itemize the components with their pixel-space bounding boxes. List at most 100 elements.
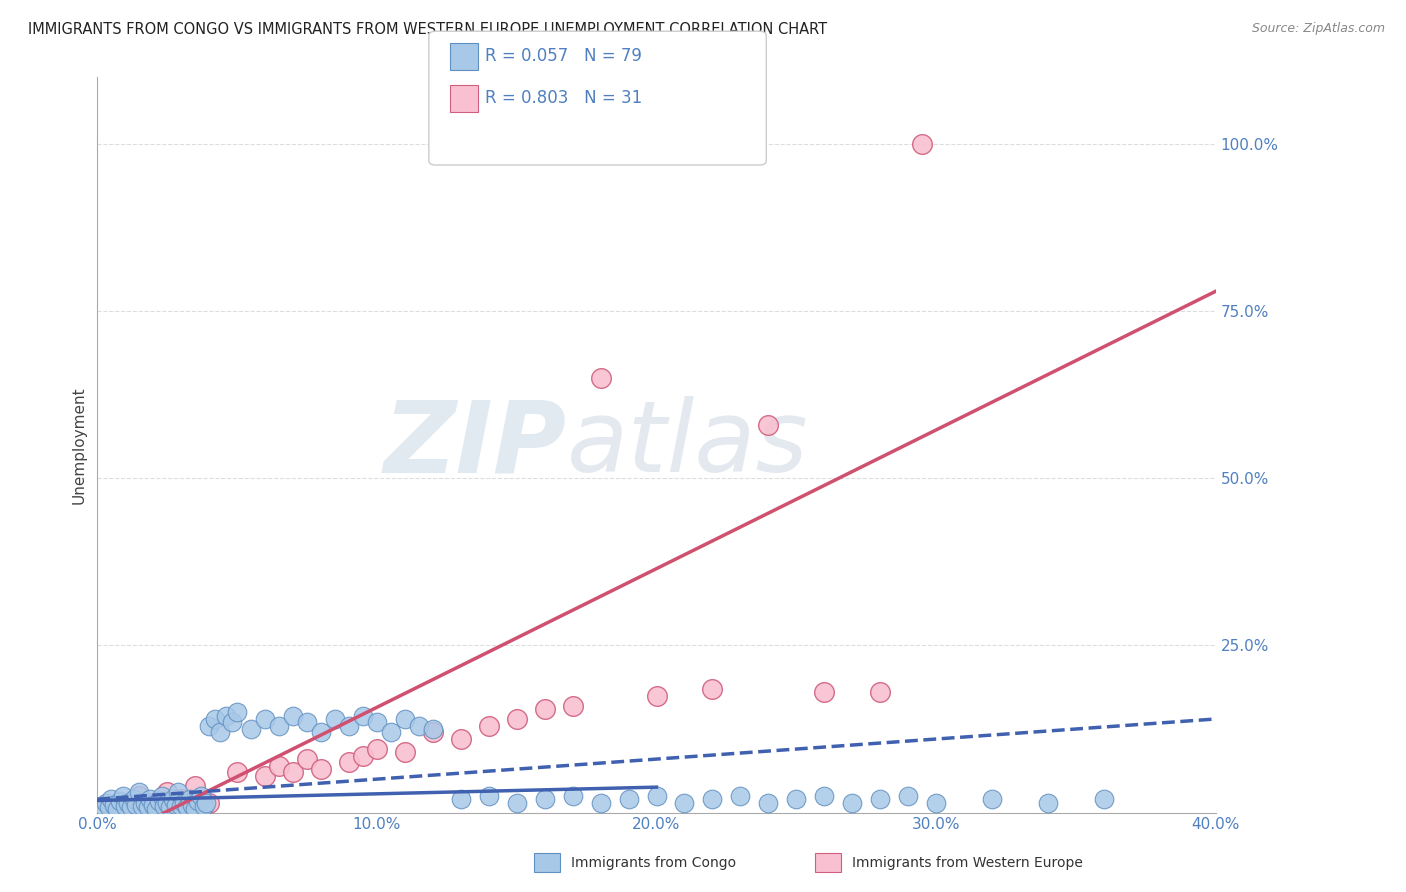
Point (254, 712, 277, 726)
Point (148, 793, 170, 807)
Text: Source: ZipAtlas.com: Source: ZipAtlas.com (1251, 22, 1385, 36)
Point (134, 796, 156, 810)
Point (450, 792, 472, 806)
Point (198, 719, 221, 733)
Point (195, 796, 218, 810)
Point (309, 725, 332, 739)
Y-axis label: Unemployment: Unemployment (72, 386, 86, 504)
Point (422, 725, 444, 739)
Point (159, 800, 181, 814)
Point (184, 802, 207, 816)
Point (108, 793, 131, 807)
Point (190, 789, 212, 803)
Point (561, 789, 583, 803)
Point (394, 745, 416, 759)
Point (380, 725, 402, 739)
Point (394, 712, 416, 726)
Point (153, 798, 176, 813)
Point (204, 712, 226, 726)
Point (142, 797, 165, 812)
Point (114, 802, 136, 816)
Point (366, 715, 388, 730)
Point (673, 796, 696, 810)
Point (226, 706, 249, 720)
Point (911, 137, 934, 152)
Point (422, 722, 444, 736)
Point (702, 792, 724, 806)
Point (533, 792, 555, 806)
Point (645, 789, 668, 803)
Point (352, 748, 374, 763)
Point (478, 719, 501, 733)
Point (128, 785, 150, 799)
Point (198, 796, 221, 810)
Point (176, 800, 198, 814)
Text: ZIP: ZIP (384, 396, 567, 493)
Point (162, 792, 184, 806)
Point (281, 708, 304, 723)
Point (91, 798, 114, 813)
Point (100, 792, 122, 806)
Point (128, 789, 150, 803)
Point (897, 789, 920, 803)
Point (1036, 796, 1059, 810)
Point (131, 798, 153, 813)
Point (533, 702, 555, 716)
Point (352, 708, 374, 723)
Point (181, 797, 204, 812)
Text: R = 0.057   N = 79: R = 0.057 N = 79 (485, 47, 643, 65)
Point (209, 725, 232, 739)
Point (589, 371, 612, 385)
Text: IMMIGRANTS FROM CONGO VS IMMIGRANTS FROM WESTERN EUROPE UNEMPLOYMENT CORRELATION: IMMIGRANTS FROM CONGO VS IMMIGRANTS FROM… (28, 22, 827, 37)
Point (150, 789, 173, 803)
Point (337, 756, 360, 770)
Point (117, 796, 139, 810)
Point (841, 796, 863, 810)
Point (170, 792, 193, 806)
Point (869, 792, 891, 806)
Point (281, 765, 304, 780)
Point (156, 785, 179, 799)
Point (981, 792, 1004, 806)
Point (295, 715, 318, 730)
Point (756, 796, 779, 810)
Point (142, 796, 165, 810)
Point (165, 797, 187, 812)
Point (702, 681, 724, 696)
Point (221, 715, 243, 730)
Point (267, 758, 290, 772)
Point (756, 417, 779, 432)
Point (478, 789, 501, 803)
Point (139, 792, 162, 806)
Point (506, 712, 529, 726)
Point (309, 762, 332, 776)
Point (145, 802, 167, 816)
Point (645, 689, 668, 703)
Point (97, 800, 120, 814)
Point (193, 798, 215, 813)
Text: Immigrants from Congo: Immigrants from Congo (571, 855, 735, 870)
Point (730, 789, 752, 803)
Point (869, 685, 891, 699)
Point (323, 712, 346, 726)
Point (179, 792, 201, 806)
Point (111, 789, 134, 803)
Point (114, 798, 136, 813)
Point (813, 685, 835, 699)
Point (122, 792, 145, 806)
Point (215, 708, 238, 723)
Point (785, 792, 807, 806)
Point (1092, 792, 1115, 806)
Point (295, 752, 318, 766)
Point (506, 796, 529, 810)
Point (125, 797, 148, 812)
Point (589, 796, 612, 810)
Point (240, 722, 263, 736)
Point (617, 792, 640, 806)
Point (103, 797, 125, 812)
Point (136, 800, 159, 814)
Point (156, 796, 179, 810)
Point (561, 698, 583, 713)
Text: atlas: atlas (567, 396, 808, 493)
Point (100, 798, 122, 813)
